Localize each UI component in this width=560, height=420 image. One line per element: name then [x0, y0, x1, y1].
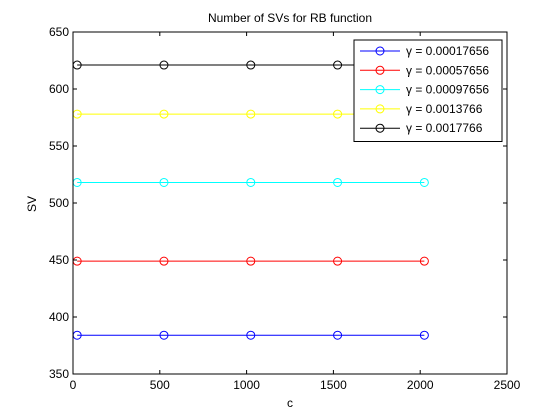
data-point — [246, 256, 256, 266]
legend-label: γ = 0.00057656 — [406, 63, 489, 77]
y-tick-label: 600 — [49, 82, 69, 96]
legend-item: γ = 0.0013766 — [360, 102, 483, 116]
y-tick-label: 450 — [49, 253, 69, 267]
data-point — [419, 330, 429, 340]
series-1 — [72, 330, 429, 340]
legend-label: γ = 0.00097656 — [406, 83, 489, 97]
data-point — [246, 177, 256, 187]
legend-item: γ = 0.00017656 — [360, 44, 489, 58]
legend-item: γ = 0.00057656 — [360, 63, 489, 77]
y-axis-label: SV — [25, 196, 39, 212]
data-point — [419, 177, 429, 187]
data-point — [159, 330, 169, 340]
x-tick-label: 0 — [70, 378, 77, 392]
data-point — [333, 330, 343, 340]
legend-item: γ = 0.0017766 — [360, 121, 483, 135]
data-point — [333, 256, 343, 266]
data-point — [159, 109, 169, 119]
x-tick-label: 1500 — [320, 378, 347, 392]
x-tick-label: 2500 — [494, 378, 521, 392]
legend-label: γ = 0.0017766 — [406, 121, 483, 135]
y-tick-label: 550 — [49, 139, 69, 153]
data-point — [419, 256, 429, 266]
legend-label: γ = 0.0013766 — [406, 102, 483, 116]
x-tick-label: 2000 — [407, 378, 434, 392]
data-point — [246, 330, 256, 340]
data-point — [246, 60, 256, 70]
legend-marker — [375, 65, 385, 75]
legend-marker — [375, 123, 385, 133]
legend-marker — [375, 104, 385, 114]
x-tick-label: 1000 — [233, 378, 260, 392]
data-point — [159, 177, 169, 187]
y-tick-label: 350 — [49, 367, 69, 381]
chart-title: Number of SVs for RB function — [208, 11, 372, 25]
y-axis: 350 400 450 500 550 600 650 — [49, 25, 507, 381]
data-point — [159, 60, 169, 70]
data-point — [333, 60, 343, 70]
series-3 — [72, 177, 429, 187]
y-tick-label: 500 — [49, 196, 69, 210]
series-layer — [72, 60, 429, 340]
x-axis: 0 500 1000 1500 2000 2500 — [70, 32, 521, 392]
x-tick-label: 500 — [150, 378, 170, 392]
legend: γ = 0.00017656 γ = 0.00057656 γ = 0.000976… — [353, 39, 503, 142]
x-axis-label: c — [287, 396, 293, 410]
y-tick-label: 650 — [49, 25, 69, 39]
data-point — [333, 109, 343, 119]
y-tick-label: 400 — [49, 310, 69, 324]
legend-marker — [375, 46, 385, 56]
legend-label: γ = 0.00017656 — [406, 44, 489, 58]
legend-item: γ = 0.00097656 — [360, 83, 489, 97]
data-point — [246, 109, 256, 119]
data-point — [159, 256, 169, 266]
data-point — [333, 177, 343, 187]
legend-marker — [375, 85, 385, 95]
